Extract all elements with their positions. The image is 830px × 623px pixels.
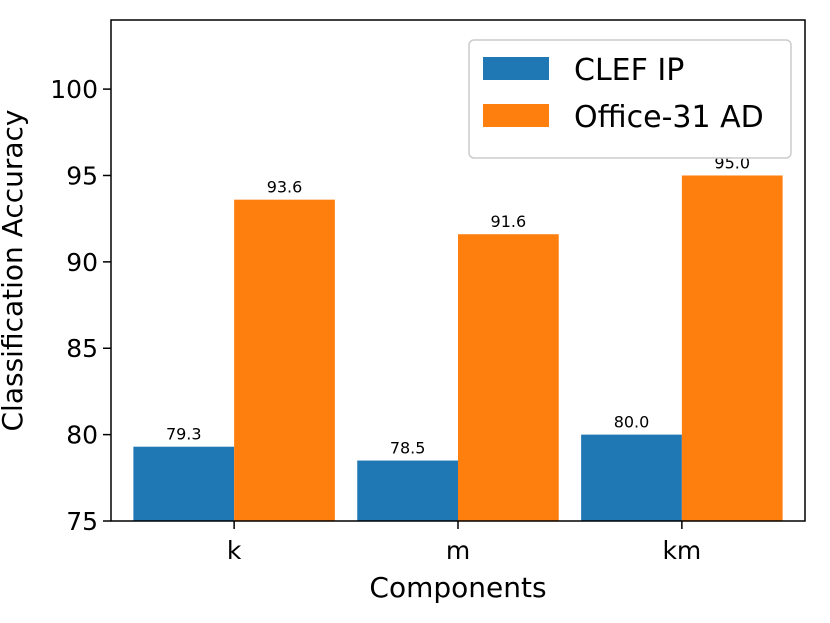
bar-clef-ip-m — [357, 460, 458, 521]
x-tick-label: km — [662, 536, 701, 565]
bar-office-31-ad-k — [234, 199, 335, 522]
x-tick-label: k — [227, 536, 242, 565]
y-tick-label: 85 — [66, 334, 98, 363]
bar-clef-ip-km — [581, 434, 682, 521]
legend-box — [468, 39, 792, 159]
data-label: 91.6 — [491, 212, 527, 231]
y-tick-label: 95 — [66, 161, 98, 190]
bars-layer — [133, 175, 783, 522]
legend-label-clef-ip: CLEF IP — [574, 53, 684, 88]
y-axis-title: Classification Accuracy — [0, 110, 29, 432]
value-labels-layer: 79.393.678.591.680.095.0 — [166, 153, 750, 457]
y-tick-label: 75 — [66, 507, 98, 536]
y-axis: 75 80 85 90 95 100 — [50, 75, 111, 536]
y-tick-label: 80 — [66, 421, 98, 450]
data-label: 93.6 — [267, 178, 303, 197]
legend: CLEF IP Office-31 AD — [468, 39, 792, 159]
bar-office-31-ad-km — [681, 175, 783, 521]
y-tick-label: 90 — [66, 248, 98, 277]
legend-swatch-office-31-ad — [483, 104, 549, 127]
data-label: 78.5 — [390, 439, 426, 458]
y-tick-label: 100 — [50, 75, 98, 104]
legend-swatch-clef-ip — [483, 57, 549, 80]
bar-office-31-ad-m — [458, 234, 559, 521]
data-label: 79.3 — [166, 425, 202, 444]
x-tick-label: m — [446, 536, 470, 565]
data-label: 80.0 — [614, 413, 650, 432]
x-axis: k m km — [227, 521, 701, 565]
legend-label-office-31-ad: Office-31 AD — [574, 100, 764, 135]
bar-clef-ip-k — [133, 446, 235, 521]
x-axis-title: Components — [369, 571, 546, 604]
